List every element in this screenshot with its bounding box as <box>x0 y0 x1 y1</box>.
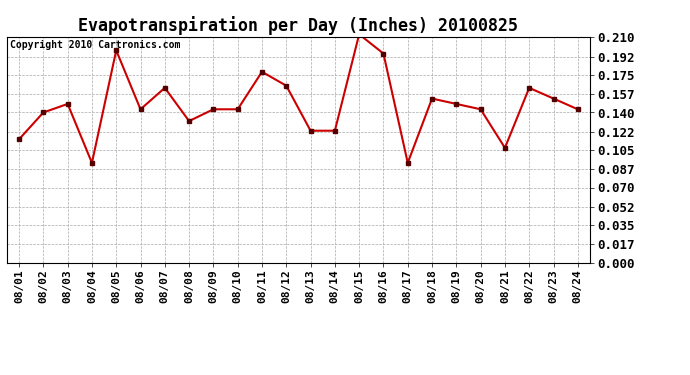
Text: Copyright 2010 Cartronics.com: Copyright 2010 Cartronics.com <box>10 40 180 50</box>
Title: Evapotranspiration per Day (Inches) 20100825: Evapotranspiration per Day (Inches) 2010… <box>79 16 518 34</box>
